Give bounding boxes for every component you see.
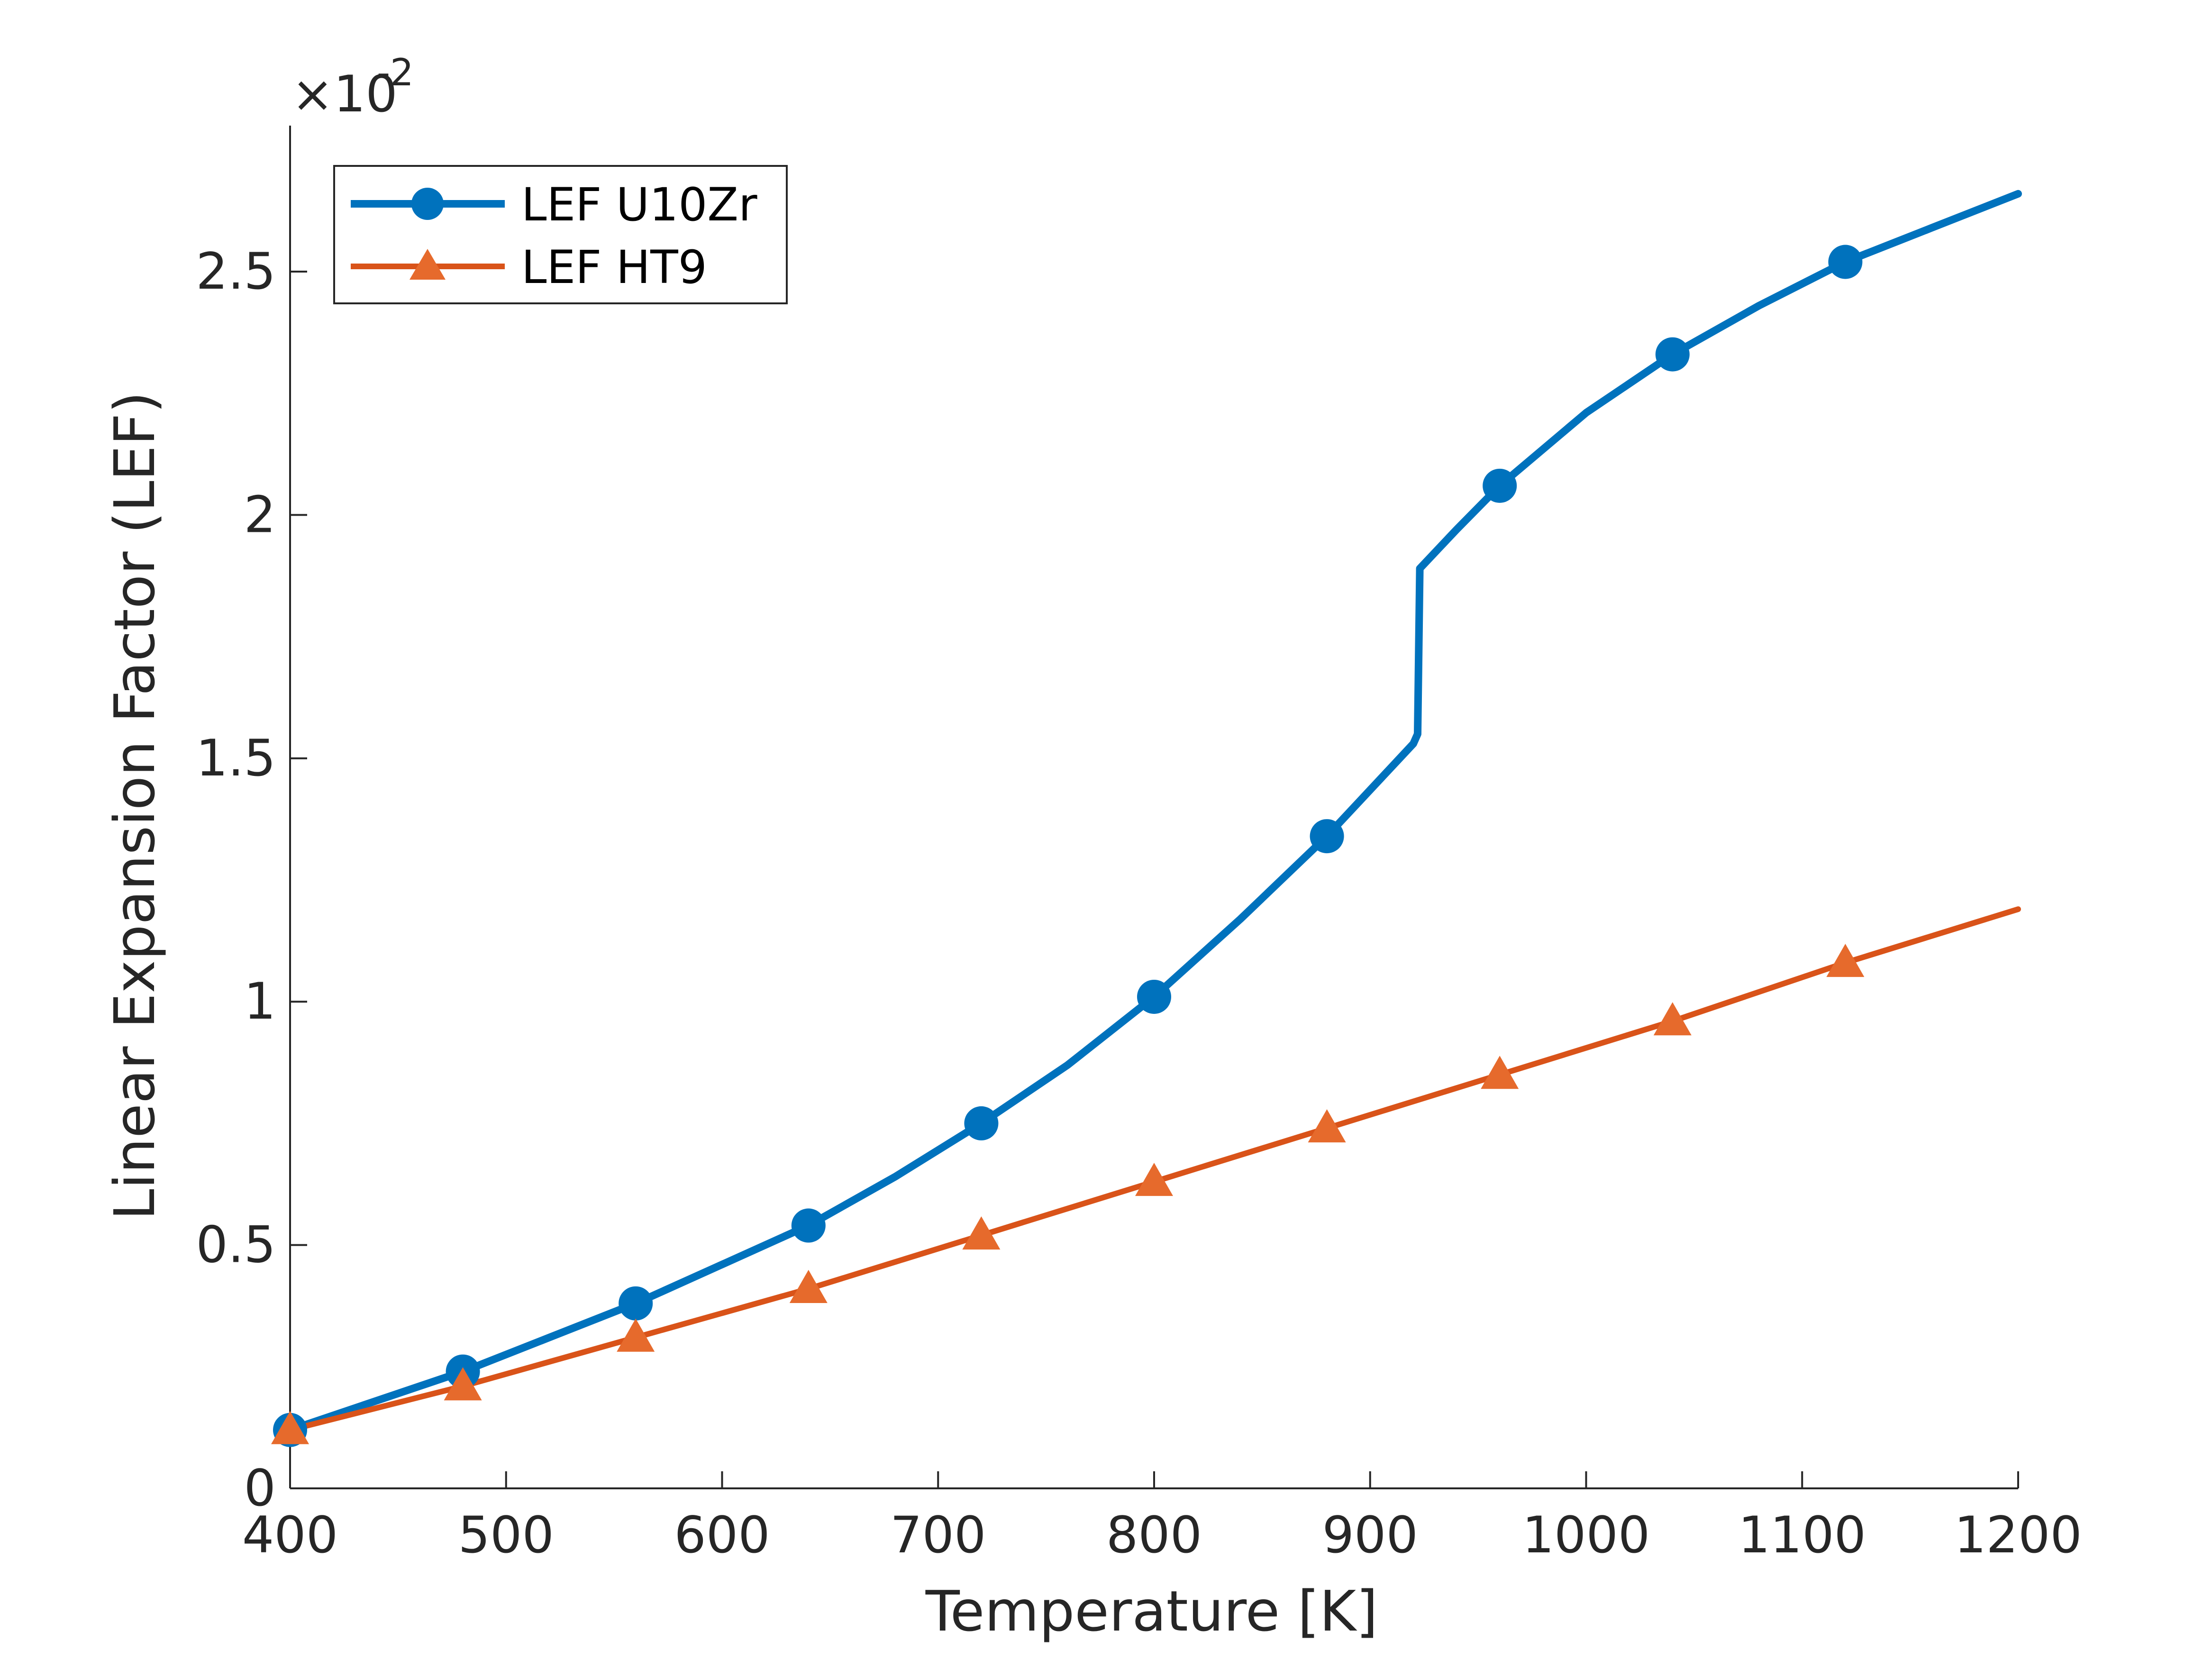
- x-tick-label: 900: [1322, 1506, 1418, 1564]
- legend-label-ht9: LEF HT9: [521, 241, 707, 294]
- data-point-ht9: [1308, 1109, 1346, 1143]
- series-layer: [286, 190, 2022, 1434]
- y-tick-label: 2.5: [196, 242, 276, 301]
- legend-entry-ht9: LEF HT9: [351, 241, 707, 294]
- legend-marker-triangle: [410, 249, 446, 280]
- data-point-u10zr: [619, 1286, 653, 1321]
- series-line-u10zr: [286, 190, 2022, 1434]
- legend-marker-circle: [411, 188, 444, 220]
- y-axis-title: Linear Expansion Factor (LEF): [102, 392, 167, 1220]
- data-point-ht9: [271, 1411, 309, 1444]
- x-tick-label: 1200: [1954, 1506, 2082, 1564]
- axes: 400 500 600 700 800 900 1000 1100 1200 0 0.5 1 1.5 2 2…: [196, 126, 2082, 1564]
- x-tick-label: 400: [242, 1506, 338, 1564]
- data-point-ht9: [962, 1216, 1001, 1250]
- y-tick-label: 0: [244, 1459, 276, 1517]
- data-point-ht9: [789, 1270, 828, 1304]
- data-point-u10zr: [1828, 245, 1863, 279]
- x-tick-label: 700: [890, 1506, 986, 1564]
- y-tick-label: 2: [244, 485, 276, 544]
- x-tick-label: 500: [458, 1506, 554, 1564]
- y-tick-label: 1.5: [196, 729, 276, 787]
- data-point-ht9: [1653, 1002, 1692, 1036]
- data-point-u10zr: [964, 1106, 999, 1140]
- y-tick-label: 1: [244, 972, 276, 1030]
- data-point-u10zr: [1310, 819, 1344, 854]
- x-tick-label: 1100: [1738, 1506, 1866, 1564]
- x-tick-label: 800: [1106, 1506, 1202, 1564]
- y-axis-multiplier: ×10 -2: [291, 52, 414, 123]
- data-point-ht9: [617, 1318, 655, 1352]
- data-point-ht9: [1826, 944, 1865, 977]
- markers-layer: [271, 245, 1865, 1447]
- y-tick-label: 0.5: [196, 1216, 276, 1274]
- legend-entry-u10zr: LEF U10Zr: [351, 178, 757, 231]
- legend: LEF U10Zr LEF HT9: [333, 165, 788, 304]
- x-tick-label: 1000: [1522, 1506, 1650, 1564]
- data-point-ht9: [444, 1367, 482, 1401]
- legend-box: [333, 165, 788, 304]
- data-point-u10zr: [791, 1208, 826, 1243]
- y-multiplier-base: ×10: [291, 65, 398, 123]
- x-tick-label: 600: [674, 1506, 770, 1564]
- data-point-ht9: [1481, 1056, 1519, 1089]
- data-point-ht9: [1135, 1163, 1173, 1196]
- data-point-u10zr: [1483, 468, 1517, 503]
- data-point-u10zr: [1137, 979, 1171, 1014]
- legend-label-u10zr: LEF U10Zr: [521, 178, 757, 231]
- data-point-u10zr: [1655, 337, 1690, 372]
- x-axis-title: Temperature [K]: [925, 1578, 1378, 1644]
- y-multiplier-exponent: -2: [377, 52, 414, 94]
